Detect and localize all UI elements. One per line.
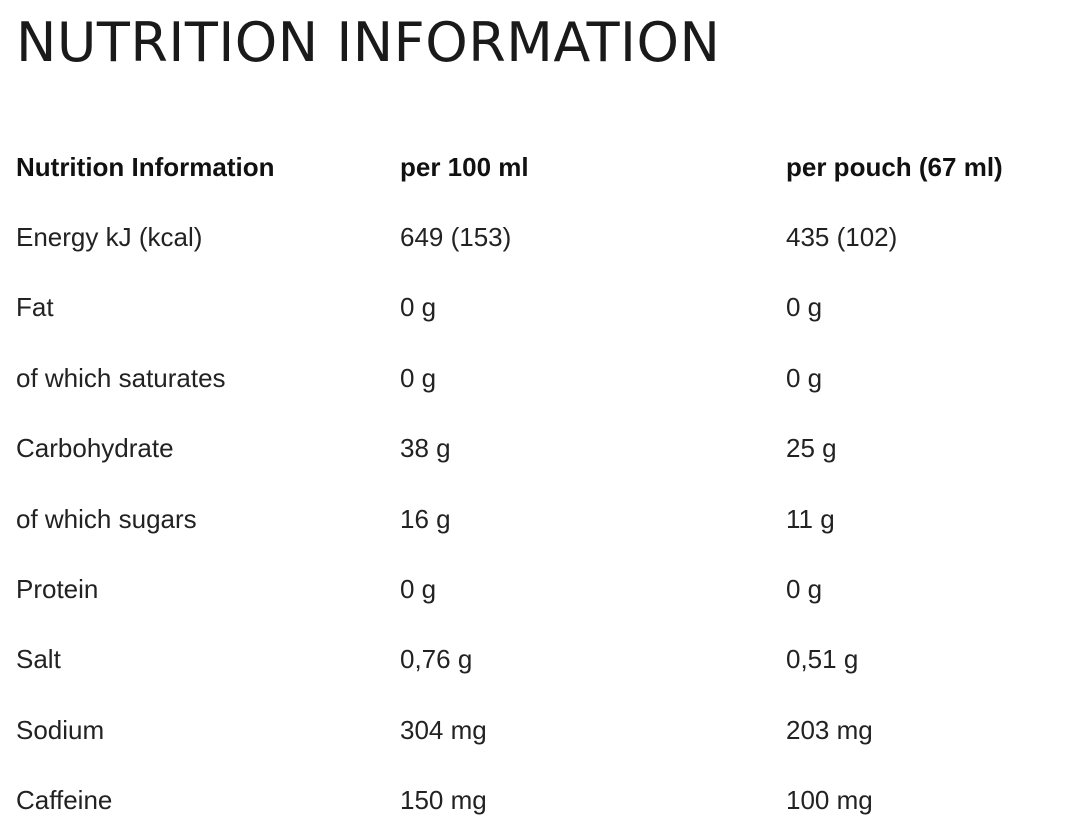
value-per-pouch: 435 (102) (786, 222, 898, 253)
table-row: Salt 0,76 g 0,51 g (16, 625, 1066, 695)
nutrient-name: of which saturates (16, 362, 226, 393)
nutrient-name: Sodium (16, 714, 105, 745)
value-per-pouch: 0 g (786, 362, 823, 393)
table-row: Energy kJ (kcal) 649 (153) 435 (102) (16, 202, 1066, 272)
value-per-pouch: 203 mg (786, 714, 873, 745)
value-per-100ml: 16 g (400, 503, 451, 534)
nutrient-name: Salt (16, 644, 61, 675)
nutrition-table: Nutrition Information per 100 ml per pou… (16, 132, 1066, 836)
nutrient-name: of which sugars (16, 503, 197, 534)
value-per-100ml: 0 g (400, 362, 437, 393)
nutrient-name: Energy kJ (kcal) (16, 222, 203, 253)
value-per-100ml: 38 g (400, 433, 451, 464)
table-row: Fat 0 g 0 g (16, 273, 1066, 343)
nutrient-name: Fat (16, 292, 54, 323)
value-per-100ml: 0,76 g (400, 644, 473, 675)
table-header-row: Nutrition Information per 100 ml per pou… (16, 132, 1066, 202)
value-per-pouch: 0 g (786, 292, 823, 323)
value-per-pouch: 100 mg (786, 785, 873, 816)
table-row: of which sugars 16 g 11 g (16, 484, 1066, 554)
value-per-100ml: 0 g (400, 574, 437, 605)
nutrient-name: Caffeine (16, 785, 113, 816)
header-per-100ml: per 100 ml (400, 151, 529, 182)
value-per-100ml: 150 mg (400, 785, 487, 816)
value-per-pouch: 11 g (786, 503, 835, 534)
header-nutrient: Nutrition Information (16, 151, 275, 182)
value-per-pouch: 25 g (786, 433, 837, 464)
header-per-pouch: per pouch (67 ml) (786, 151, 1003, 182)
table-row: Sodium 304 mg 203 mg (16, 695, 1066, 765)
page-title: NUTRITION INFORMATION (16, 11, 721, 74)
value-per-100ml: 304 mg (400, 714, 487, 745)
value-per-100ml: 649 (153) (400, 222, 512, 253)
table-row: Carbohydrate 38 g 25 g (16, 414, 1066, 484)
table-row: of which saturates 0 g 0 g (16, 343, 1066, 413)
value-per-100ml: 0 g (400, 292, 437, 323)
table-row: Caffeine 150 mg 100 mg (16, 766, 1066, 836)
value-per-pouch: 0 g (786, 574, 823, 605)
table-row: Protein 0 g 0 g (16, 554, 1066, 624)
value-per-pouch: 0,51 g (786, 644, 859, 675)
nutrient-name: Protein (16, 574, 99, 605)
nutrient-name: Carbohydrate (16, 433, 174, 464)
